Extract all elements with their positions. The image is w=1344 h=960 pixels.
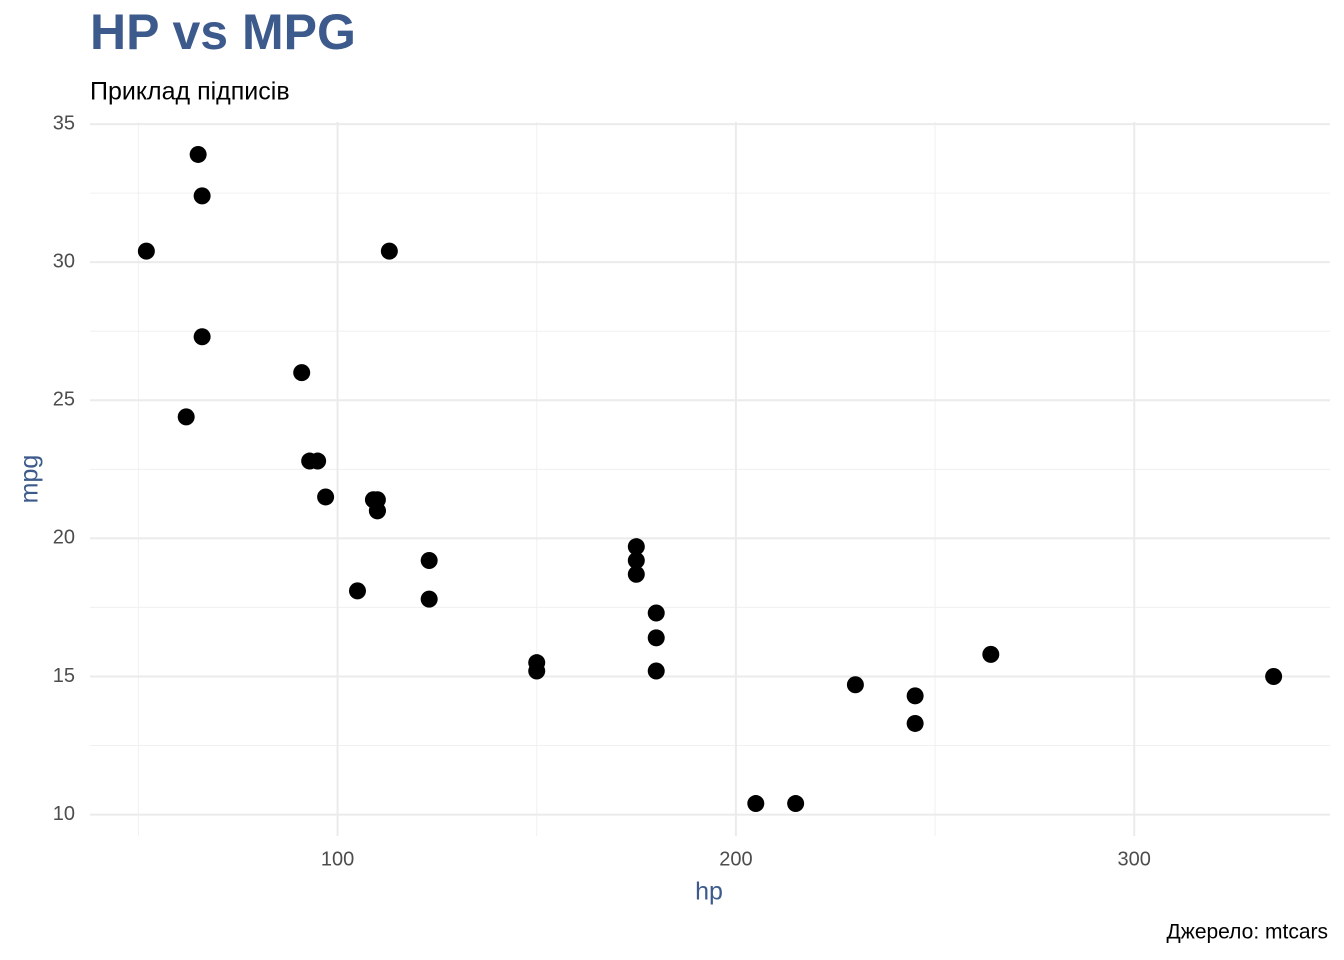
x-tick-label: 300 xyxy=(1118,848,1151,870)
point xyxy=(747,795,765,813)
y-tick-label: 20 xyxy=(53,527,75,549)
point xyxy=(293,364,311,382)
point xyxy=(348,582,366,600)
chart-subtitle: Приклад підписів xyxy=(90,78,290,106)
point xyxy=(647,629,665,647)
x-tick-label: 200 xyxy=(719,848,752,870)
point xyxy=(906,687,924,705)
caption: Джерело: mtcars xyxy=(1167,921,1328,944)
point xyxy=(380,242,398,260)
chart-title: HP vs MPG xyxy=(90,4,356,60)
y-tick-label: 15 xyxy=(53,665,75,687)
y-tick-label: 25 xyxy=(53,389,75,411)
point xyxy=(1265,667,1283,685)
point xyxy=(906,714,924,732)
y-tick-label: 35 xyxy=(53,112,75,134)
y-tick-label: 10 xyxy=(53,803,75,825)
x-axis-title: hp xyxy=(695,878,723,906)
point xyxy=(627,551,645,569)
point xyxy=(193,328,211,346)
point xyxy=(364,491,382,509)
point xyxy=(627,565,645,583)
x-tick-label: 100 xyxy=(321,848,354,870)
point xyxy=(846,676,864,694)
point xyxy=(787,795,805,813)
point xyxy=(528,662,546,680)
point xyxy=(982,645,1000,663)
point xyxy=(420,551,438,569)
point xyxy=(317,488,335,506)
point xyxy=(420,590,438,608)
point xyxy=(647,604,665,622)
y-axis-title: mpg xyxy=(16,455,44,504)
point xyxy=(647,662,665,680)
point xyxy=(137,242,155,260)
point xyxy=(309,452,327,470)
point xyxy=(193,187,211,205)
point xyxy=(177,408,195,426)
y-tick-label: 30 xyxy=(53,250,75,272)
point xyxy=(627,538,645,556)
point xyxy=(189,145,207,163)
